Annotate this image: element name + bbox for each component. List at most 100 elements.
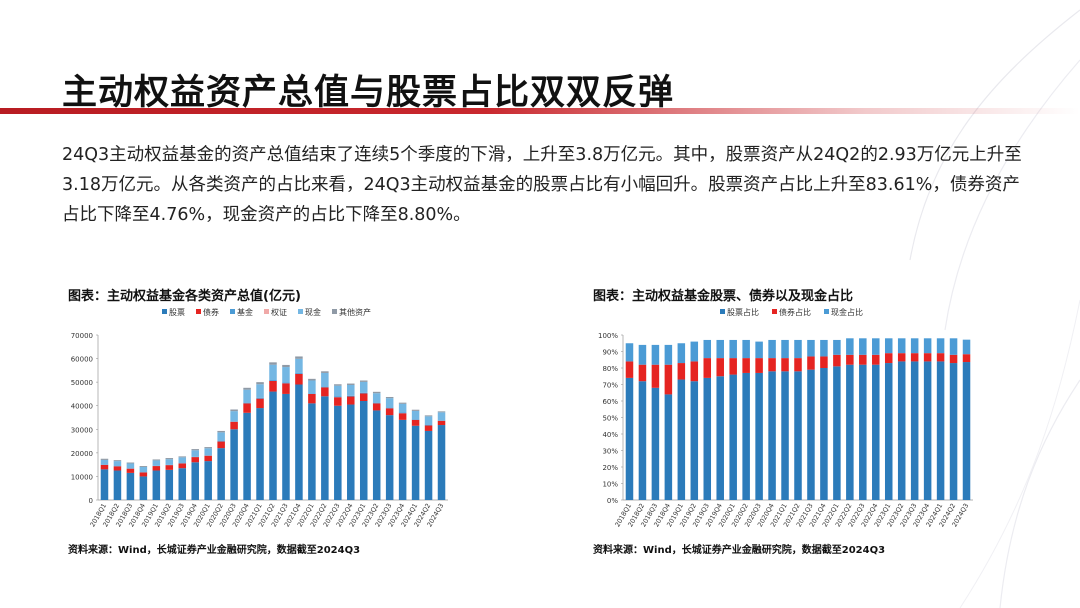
c1-bar-2019Q4-1 bbox=[191, 457, 199, 463]
c1-bar-2023Q1-4 bbox=[359, 381, 368, 393]
c2-bar-2019Q4-0 bbox=[716, 376, 724, 500]
c1-bar-2020Q2-4 bbox=[217, 432, 225, 442]
c1-bar-2020Q2-0 bbox=[217, 448, 225, 500]
chart2-title: 图表：主动权益基金股票、债券以及现金占比 bbox=[593, 289, 854, 304]
c1-bar-2018Q1-4 bbox=[100, 459, 109, 465]
c1-bar-2023Q3-1 bbox=[385, 408, 394, 416]
c2-bar-2022Q1-0 bbox=[833, 366, 841, 500]
c1-bar-2019Q1-1 bbox=[152, 466, 161, 471]
c1-bar-2024Q1-1 bbox=[411, 419, 420, 426]
c1-bar-2020Q4-0 bbox=[243, 412, 251, 500]
c1-bar-2020Q1-1 bbox=[204, 455, 212, 462]
c1-bar-2024Q2-5 bbox=[424, 415, 433, 417]
c1-bar-2022Q1-4 bbox=[308, 380, 316, 394]
c1-bar-2020Q3-4 bbox=[230, 411, 238, 422]
c2-bar-2023Q4-1 bbox=[923, 353, 932, 362]
c1-bar-2020Q3-0 bbox=[230, 429, 238, 500]
c1-bar-2021Q4-4 bbox=[295, 358, 303, 373]
c1-bar-2019Q4-5 bbox=[191, 449, 199, 451]
c1-bar-2022Q2-2 bbox=[321, 386, 329, 388]
c2-bar-2019Q3-2 bbox=[703, 339, 712, 359]
c2-bar-2021Q1-0 bbox=[781, 371, 789, 500]
c1-bar-2022Q4-1 bbox=[347, 396, 355, 405]
c2-bar-2018Q4-0 bbox=[664, 394, 673, 500]
c2-bar-2023Q2-0 bbox=[897, 361, 906, 500]
c1-bar-2018Q3-4 bbox=[126, 463, 135, 469]
c1-bar-2018Q2-5 bbox=[113, 460, 122, 462]
c1-bar-2023Q4-0 bbox=[398, 419, 407, 500]
c2-bar-2022Q4-1 bbox=[872, 354, 880, 365]
c1-legend-label-5: 其他资产 bbox=[339, 307, 371, 317]
c2-legend-label-0: 股票占比 bbox=[727, 307, 759, 317]
c1-bar-2020Q3-1 bbox=[230, 421, 238, 430]
c2-bar-2024Q2-0 bbox=[949, 363, 958, 500]
c1-bar-2021Q2-1 bbox=[269, 380, 277, 392]
c2-bar-2021Q4-1 bbox=[820, 356, 828, 368]
c2-y-tick-label: 100% bbox=[598, 332, 618, 340]
c1-bar-2024Q1-4 bbox=[411, 410, 420, 420]
c2-bar-2020Q3-0 bbox=[755, 372, 763, 500]
c1-bar-2020Q1-0 bbox=[204, 461, 212, 500]
c2-bar-2019Q1-0 bbox=[677, 379, 686, 500]
c1-bar-2022Q2-1 bbox=[321, 387, 329, 397]
c2-bar-2020Q3-2 bbox=[755, 341, 763, 359]
c2-bar-2018Q1-0 bbox=[625, 377, 634, 500]
chart2-source: 资料来源：Wind，长城证券产业金融研究院，数据截至2024Q3 bbox=[593, 545, 886, 556]
c1-legend-swatch-0 bbox=[162, 309, 167, 314]
c1-bar-2022Q2-5 bbox=[321, 371, 329, 373]
c2-legend-swatch-1 bbox=[772, 309, 777, 314]
c2-y-tick-label: 70% bbox=[602, 382, 618, 390]
c1-bar-2021Q1-5 bbox=[256, 382, 264, 385]
c2-bar-2019Q2-2 bbox=[690, 341, 699, 362]
c2-y-tick-label: 80% bbox=[602, 365, 618, 373]
c2-y-tick-label: 10% bbox=[602, 481, 618, 489]
c1-bar-2019Q1-0 bbox=[152, 470, 161, 500]
c1-legend-swatch-2 bbox=[230, 309, 235, 314]
c2-bar-2023Q4-2 bbox=[923, 338, 932, 354]
c1-y-tick-label: 0 bbox=[89, 497, 93, 505]
c1-bar-2019Q4-0 bbox=[191, 462, 199, 500]
c2-bar-2018Q2-0 bbox=[638, 381, 647, 500]
c2-bar-2021Q1-2 bbox=[781, 339, 789, 359]
c2-legend-swatch-0 bbox=[720, 309, 725, 314]
c1-bar-2022Q1-5 bbox=[308, 378, 316, 381]
c1-bar-2023Q4-4 bbox=[398, 403, 407, 413]
c1-bar-2021Q4-0 bbox=[295, 384, 303, 500]
c1-legend-swatch-5 bbox=[332, 309, 337, 314]
c2-bar-2018Q2-2 bbox=[638, 344, 647, 365]
c2-bar-2020Q2-2 bbox=[742, 339, 750, 359]
c1-bar-2018Q4-4 bbox=[139, 467, 148, 473]
c2-bar-2023Q3-2 bbox=[910, 338, 919, 354]
c1-legend-label-4: 现金 bbox=[305, 307, 321, 317]
c1-bar-2020Q4-2 bbox=[243, 402, 251, 404]
c1-bar-2019Q4-4 bbox=[191, 450, 199, 457]
c1-bar-2023Q3-4 bbox=[385, 398, 394, 408]
chart1-source: 资料来源：Wind，长城证券产业金融研究院，数据截至2024Q3 bbox=[68, 545, 361, 556]
c1-bar-2019Q3-4 bbox=[178, 457, 187, 464]
c2-bar-2024Q2-1 bbox=[949, 354, 958, 364]
c2-bar-2018Q1-2 bbox=[625, 343, 634, 362]
c2-bar-2018Q2-1 bbox=[638, 364, 647, 382]
c2-bar-2019Q4-1 bbox=[716, 358, 724, 377]
c2-bar-2024Q3-1 bbox=[962, 354, 971, 363]
c1-bar-2019Q2-5 bbox=[165, 458, 174, 460]
c2-bar-2021Q4-0 bbox=[820, 368, 828, 500]
c1-bar-2023Q2-1 bbox=[372, 403, 381, 411]
c1-legend-swatch-3 bbox=[264, 309, 269, 314]
c1-bar-2018Q2-0 bbox=[113, 470, 122, 500]
c1-bar-2023Q4-5 bbox=[398, 402, 407, 404]
c1-legend-label-2: 基金 bbox=[237, 307, 253, 317]
c1-bar-2022Q2-0 bbox=[321, 396, 329, 500]
c2-bar-2021Q3-0 bbox=[807, 369, 815, 500]
c2-bar-2020Q4-0 bbox=[768, 371, 776, 500]
c1-legend-swatch-1 bbox=[196, 309, 201, 314]
c1-bar-2018Q1-5 bbox=[100, 458, 109, 460]
c1-bar-2018Q4-1 bbox=[139, 472, 148, 477]
c1-bar-2018Q4-0 bbox=[139, 476, 148, 500]
c1-bar-2023Q2-5 bbox=[372, 391, 381, 394]
asset-share-stacked-bar-chart: 股票占比 债券占比 现金占比 0% 10% 20% 30% 40% 50% 60% 70% 80% 90… bbox=[598, 307, 973, 528]
c1-bar-2024Q3-4 bbox=[437, 412, 446, 421]
c1-bar-2023Q3-0 bbox=[385, 415, 394, 500]
c1-bar-2021Q1-4 bbox=[256, 384, 264, 398]
c1-bar-2018Q3-0 bbox=[126, 472, 135, 500]
